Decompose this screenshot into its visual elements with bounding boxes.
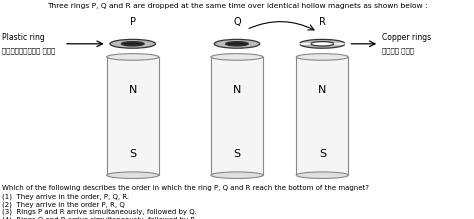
Ellipse shape (214, 39, 260, 48)
Polygon shape (301, 44, 344, 48)
Ellipse shape (211, 172, 263, 178)
Text: S: S (319, 149, 326, 159)
Ellipse shape (107, 54, 159, 60)
Text: प्लास्टिक वलय: प्लास्टिक वलय (2, 47, 55, 54)
Text: S: S (233, 149, 241, 159)
Text: (2)  They arrive in the order P, R, Q: (2) They arrive in the order P, R, Q (2, 201, 125, 208)
Ellipse shape (211, 54, 263, 60)
Text: Copper rings: Copper rings (382, 33, 431, 42)
Text: Q: Q (233, 17, 241, 27)
Text: Plastic ring: Plastic ring (2, 33, 45, 42)
Ellipse shape (296, 172, 348, 178)
Text: N: N (318, 85, 327, 95)
Text: N: N (128, 85, 137, 95)
Ellipse shape (121, 42, 144, 46)
Bar (211, 57, 263, 175)
Text: Which of the following describes the order in which the ring P, Q and R reach th: Which of the following describes the ord… (2, 185, 369, 191)
Polygon shape (301, 39, 344, 43)
Ellipse shape (110, 39, 155, 48)
Text: (4)  Rings Q and R arrive simultaneously, followed by P.: (4) Rings Q and R arrive simultaneously,… (2, 216, 196, 219)
Text: N: N (233, 85, 241, 95)
Bar (296, 57, 348, 175)
Ellipse shape (107, 172, 159, 178)
Text: R: R (319, 17, 326, 27)
Text: S: S (129, 149, 137, 159)
Text: P: P (130, 17, 136, 27)
Bar (107, 57, 159, 175)
Text: (3)  Rings P and R arrive simultaneously, followed by Q.: (3) Rings P and R arrive simultaneously,… (2, 209, 197, 215)
Ellipse shape (226, 42, 248, 46)
Text: (1)  They arrive in the order, P, Q, R.: (1) They arrive in the order, P, Q, R. (2, 194, 129, 200)
Ellipse shape (296, 54, 348, 60)
Text: Three rings P, Q and R are dropped at the same time over identical hollow magnet: Three rings P, Q and R are dropped at th… (47, 3, 427, 9)
Text: कॉपर वलय: कॉपर वलय (382, 47, 414, 54)
